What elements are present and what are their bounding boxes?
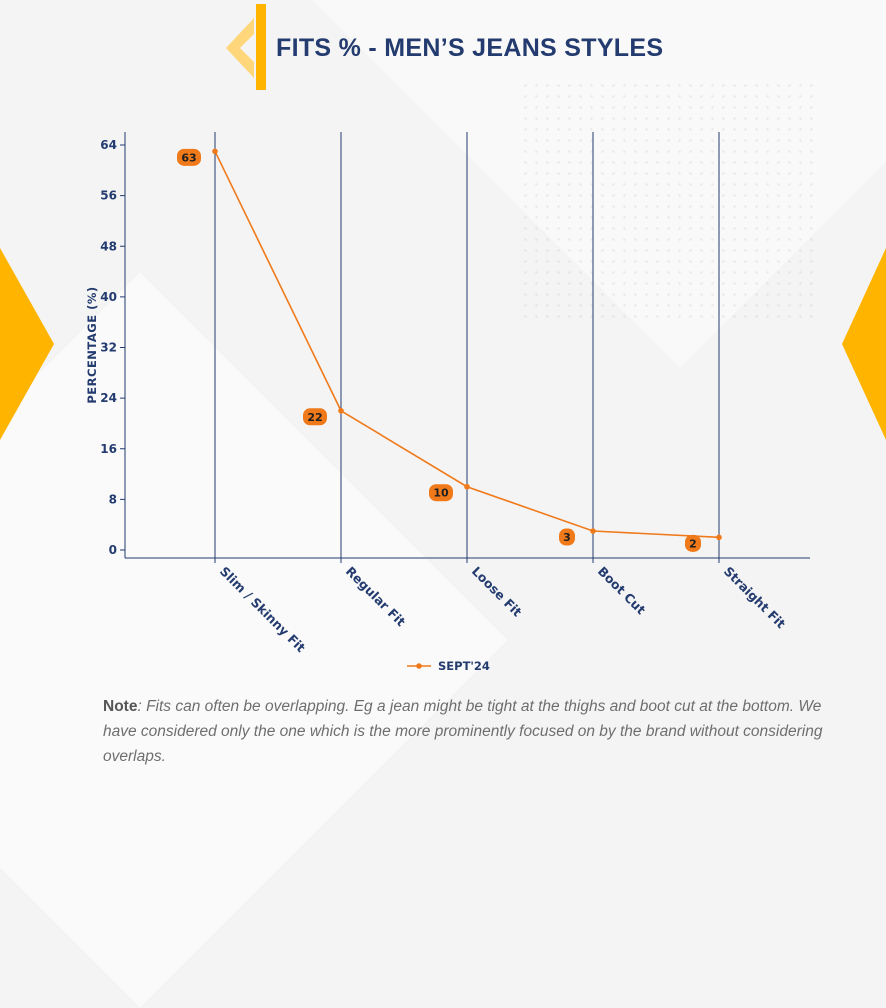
data-label-badge [303,408,327,426]
y-tick-label: 64 [100,138,117,152]
data-label: 3 [563,531,571,544]
right-accent-triangle [842,248,886,440]
x-tick-label: Straight Fit [721,564,789,632]
x-tick-label: Slim / Skinny Fit [217,564,309,656]
x-tick-label: Boot Cut [595,564,649,618]
x-tick-label: Regular Fit [343,564,409,630]
data-label-badge [559,528,575,546]
data-point [590,528,596,534]
data-point [338,407,344,414]
y-tick-label: 24 [100,391,117,405]
data-label: 63 [181,151,196,164]
page-title: FITS % - MEN’S JEANS STYLES [276,34,664,62]
legend-marker [416,663,422,669]
y-tick-label: 48 [100,239,117,253]
note-text: : Fits can often be overlapping. Eg a je… [103,698,823,765]
title-accent-bar [256,4,266,90]
y-tick-label: 16 [100,442,117,456]
data-point [464,483,470,490]
y-axis-title: PERCENTAGE (%) [85,286,99,403]
data-label: 2 [689,537,697,550]
data-point [212,148,218,155]
footnote: Note: Fits can often be overlapping. Eg … [103,694,823,769]
data-label: 22 [307,411,322,424]
data-label: 10 [433,487,449,500]
left-accent-triangle [0,248,54,440]
data-label-badge [685,534,701,552]
data-point [716,534,722,541]
x-tick-label: Loose Fit [469,564,525,620]
chevron-left-icon [226,18,254,78]
y-tick-label: 0 [109,543,117,557]
data-label-badge [429,484,453,502]
note-label: Note [103,698,138,715]
y-tick-label: 56 [100,189,117,203]
y-tick-label: 8 [109,492,117,506]
y-tick-label: 32 [100,341,117,355]
legend-label: SEPT'24 [438,659,490,673]
y-tick-label: 40 [100,290,117,304]
data-label-badge [177,148,201,166]
